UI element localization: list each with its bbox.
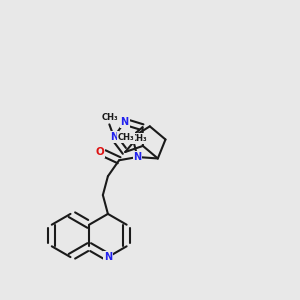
Text: O: O (95, 147, 104, 157)
Text: CH₃: CH₃ (117, 133, 134, 142)
Text: N: N (110, 132, 118, 142)
Text: CH₃: CH₃ (102, 113, 119, 122)
Text: CH₃: CH₃ (131, 134, 148, 143)
Text: N: N (121, 117, 129, 127)
Text: N: N (134, 152, 142, 162)
Text: N: N (104, 252, 112, 262)
